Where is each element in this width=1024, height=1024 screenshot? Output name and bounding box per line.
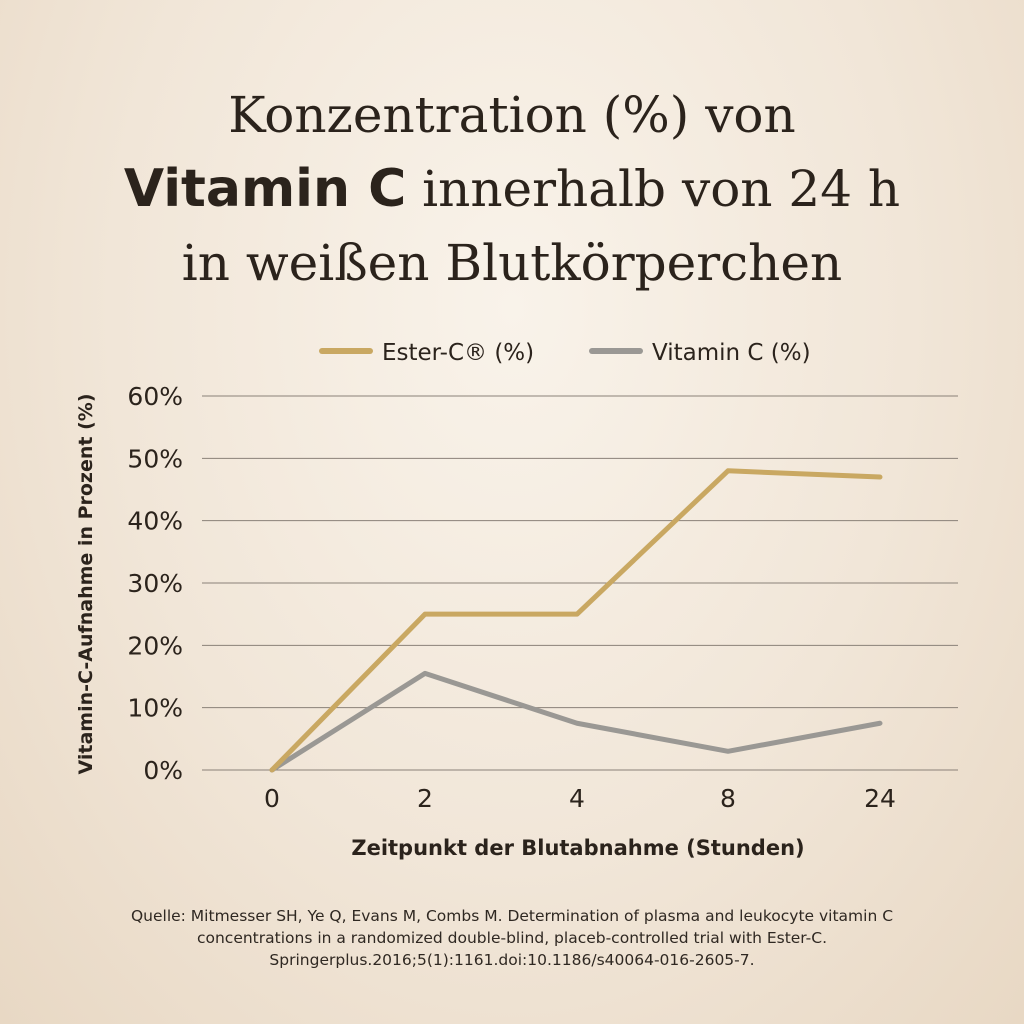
source-line-1: Quelle: Mitmesser SH, Ye Q, Evans M, Com… [130, 907, 894, 925]
y-tick-label: 50% [127, 444, 183, 473]
y-tick-label: 0% [143, 756, 183, 785]
x-tick-label: 24 [864, 784, 896, 813]
x-axis-label: Zeitpunkt der Blutabnahme (Stunden) [351, 836, 804, 860]
source-line-3: Springerplus.2016;5(1):1161.doi:10.1186/… [269, 951, 755, 969]
y-tick-labels: 0% 10% 20% 30% 40% 50% 60% [127, 382, 183, 785]
title-line-3: in weißen Blutkörperchen [181, 234, 843, 292]
source-citation: Quelle: Mitmesser SH, Ye Q, Evans M, Com… [40, 905, 984, 971]
chart-title: Konzentration (%) von Vitamin C innerhal… [0, 78, 1024, 300]
series-line-ester-c [269, 468, 883, 773]
x-tick-label: 0 [264, 784, 280, 813]
source-line-2: concentrations in a randomized double-bl… [196, 929, 828, 947]
legend-entry-vitamin-c: Vitamin C (%) [589, 340, 811, 366]
title-line-1: Konzentration (%) von [228, 86, 796, 144]
y-axis-label: Vitamin-C-Aufnahme in Prozent (%) [75, 393, 97, 774]
title-line-2: Vitamin C innerhalb von 24 h [0, 152, 1024, 226]
series-line-vitamin-c [269, 670, 883, 773]
legend: Ester-C® (%) Vitamin C (%) [319, 340, 811, 366]
x-tick-labels: 0 2 4 8 24 [264, 784, 896, 813]
y-tick-label: 40% [127, 507, 183, 536]
legend-label: Ester-C® (%) [382, 340, 534, 366]
x-tick-label: 2 [417, 784, 433, 813]
title-line-2-rest: innerhalb von 24 h [406, 160, 901, 218]
title-vitamin-c: Vitamin C [123, 159, 407, 219]
y-tick-label: 30% [127, 569, 183, 598]
series-lines [269, 468, 883, 773]
gridlines [202, 395, 958, 771]
x-tick-label: 8 [720, 784, 736, 813]
y-tick-label: 20% [127, 631, 183, 660]
legend-label: Vitamin C (%) [652, 340, 811, 366]
x-tick-label: 4 [569, 784, 585, 813]
y-tick-label: 10% [127, 694, 183, 723]
legend-entry-ester-c: Ester-C® (%) [319, 340, 534, 366]
y-tick-label: 60% [127, 382, 183, 411]
